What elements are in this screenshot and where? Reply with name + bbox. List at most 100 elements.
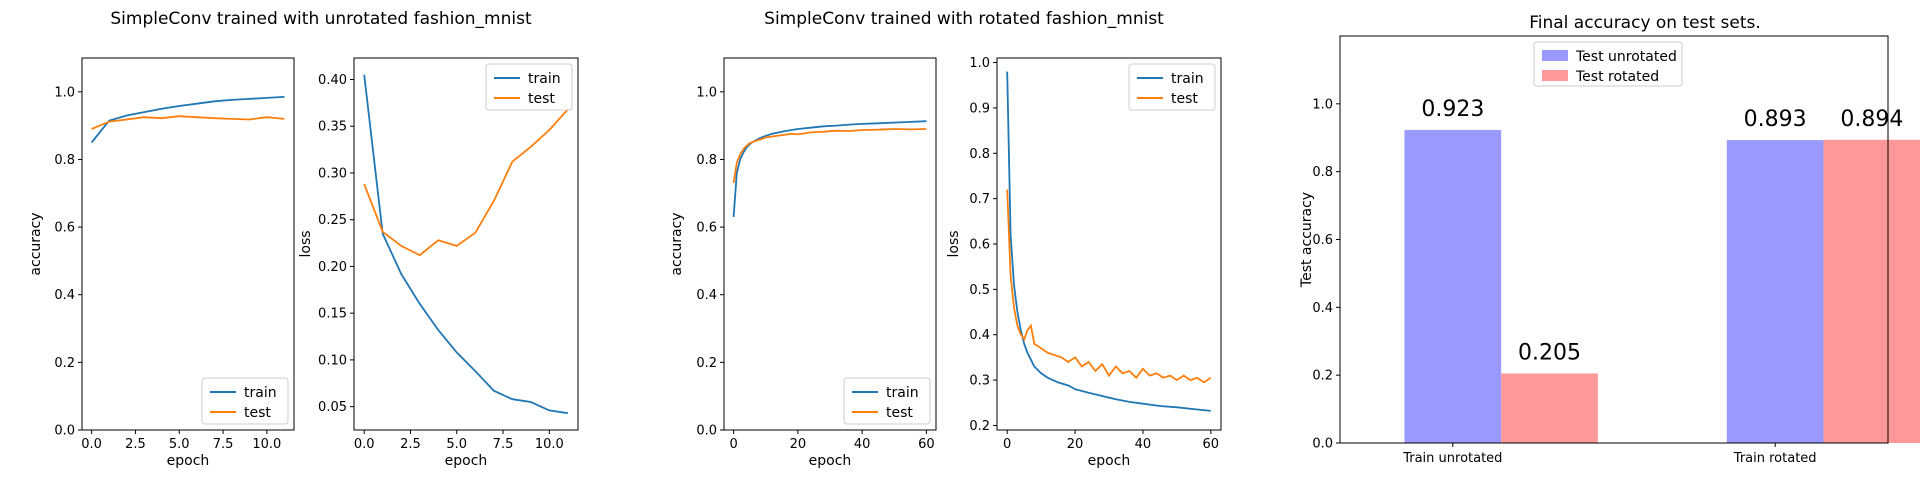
rot-loss-ylabel: loss (946, 230, 962, 257)
rot-loss-legend-label-train: train (1171, 71, 1204, 87)
unrot-acc-chart: 0.0 2.5 5.0 7.5 10.0 0.0 0.2 0.4 0.6 0.8 1.0 epoch a… (28, 57, 295, 469)
unrot-loss-ytick-label: 0.40 (318, 73, 347, 88)
unrot-loss-ylabel: loss (298, 230, 314, 257)
final-acc-ytick-label: 0.4 (1312, 301, 1333, 316)
rot-acc-ytick-label: 1.0 (696, 85, 717, 100)
final-acc-ytick-label: 0.8 (1312, 165, 1333, 180)
final-acc-value-label: 0.923 (1421, 97, 1484, 122)
final-acc-legend: Test unrotated Test rotated (1533, 41, 1683, 87)
unrot-loss-ytick-label: 0.30 (318, 166, 347, 181)
unrot-acc-series-train (90, 96, 285, 144)
rot-loss-legend: train test (1128, 63, 1216, 111)
unrot-acc-xtick-label: 7.5 (213, 437, 234, 452)
final-acc-legend-label-0: Test unrotated (1575, 49, 1677, 65)
final-acc-value-label: 0.894 (1840, 107, 1903, 132)
unrot-acc-ytick-label: 0.2 (54, 356, 75, 371)
rot-loss-ytick-label: 0.3 (969, 374, 990, 389)
unrot-loss-ytick-label: 0.15 (318, 307, 347, 322)
rot-loss-ytick-label: 0.9 (969, 101, 990, 116)
unrot-acc-ylabel: accuracy (28, 212, 44, 275)
unrot-loss-xtick-label: 10.0 (535, 437, 564, 452)
rot-acc-xlabel: epoch (809, 453, 852, 469)
rot-acc-legend-label-train: train (886, 385, 919, 401)
unrot-loss-ytick-label: 0.35 (318, 120, 347, 135)
right-figure-title: Final accuracy on test sets. (1529, 13, 1761, 33)
rot-acc-xtick-label: 0 (729, 437, 737, 452)
final-acc-bar-test-rotated-0 (1501, 373, 1598, 443)
rot-loss-chart: 0 20 40 60 0.2 0.3 0.4 0.5 0.6 0.7 0.8 0.9 1.0 epoch l… (946, 56, 1222, 469)
final-acc-bar-test-rotated-1 (1823, 139, 1920, 443)
rot-loss-xtick-label: 20 (1067, 437, 1084, 452)
rot-loss-series-train (1006, 71, 1211, 412)
rot-acc-ytick-label: 0.4 (696, 288, 717, 303)
rot-loss-xtick-label: 60 (1203, 437, 1220, 452)
final-acc-ytick-label: 0.2 (1312, 369, 1333, 384)
unrot-acc-xtick-label: 2.5 (125, 437, 146, 452)
final-acc-category-label: Train rotated (1733, 451, 1817, 466)
final-acc-legend-box (1533, 41, 1683, 87)
unrot-acc-ytick-label: 0.8 (54, 153, 75, 168)
rot-loss-ytick-label: 0.7 (969, 192, 990, 207)
rot-acc-series-train (732, 120, 927, 217)
rot-acc-ytick-label: 0.0 (696, 424, 717, 439)
unrot-loss-ytick-label: 0.20 (318, 260, 347, 275)
unrot-acc-legend: train test (201, 377, 289, 425)
rot-loss-ytick-label: 0.5 (969, 283, 990, 298)
unrot-loss-xtick-label: 7.5 (493, 437, 514, 452)
rot-acc-ytick-label: 0.8 (696, 153, 717, 168)
final-acc-bar-test-unrotated-0 (1404, 129, 1502, 444)
final-acc-bar-test-unrotated-1 (1726, 140, 1824, 444)
unrot-acc-xtick-label: 5.0 (169, 437, 190, 452)
unrot-loss-ytick-label: 0.25 (318, 213, 347, 228)
unrot-loss-legend-label-test: test (528, 91, 555, 107)
unrot-loss-series-train (363, 74, 568, 415)
unrot-loss-legend: train test (485, 63, 573, 111)
unrot-acc-legend-label-train: train (244, 385, 277, 401)
final-acc-value-label: 0.893 (1744, 107, 1807, 132)
rot-acc-xtick-label: 40 (854, 437, 871, 452)
final-acc-ylabel: Test accuracy (1299, 192, 1315, 288)
unrot-loss-xlabel: epoch (445, 453, 488, 469)
rot-loss-series-test (1006, 189, 1212, 384)
unrot-acc-xlabel: epoch (167, 453, 210, 469)
unrot-loss-ytick-label: 0.05 (318, 400, 347, 415)
final-acc-legend-swatch-1 (1542, 70, 1568, 81)
final-acc-category-label: Train unrotated (1402, 451, 1502, 466)
unrot-loss-xtick-label: 5.0 (446, 437, 467, 452)
middle-figure-title: SimpleConv trained with rotated fashion_… (764, 9, 1164, 29)
unrot-loss-xtick-label: 0.0 (354, 437, 375, 452)
rot-loss-xtick-label: 40 (1135, 437, 1152, 452)
rot-acc-series-test (732, 128, 927, 184)
rot-acc-chart: 0 20 40 60 0.0 0.2 0.4 0.6 0.8 1.0 epoch accuracy tr… (669, 57, 937, 469)
left-figure-title: SimpleConv trained with unrotated fashio… (110, 9, 532, 29)
rot-acc-xtick-label: 20 (790, 437, 807, 452)
unrot-acc-ytick-label: 0.0 (54, 424, 75, 439)
rot-loss-xlabel: epoch (1088, 453, 1131, 469)
unrot-acc-legend-label-test: test (244, 405, 271, 421)
final-acc-ytick-label: 1.0 (1312, 97, 1333, 112)
final-acc-ytick-label: 0.0 (1312, 437, 1333, 452)
rot-acc-axes-frame (723, 57, 937, 431)
unrot-acc-axes-frame (81, 57, 295, 431)
final-acc-legend-label-1: Test rotated (1575, 69, 1659, 85)
final-acc-value-label: 0.205 (1518, 340, 1581, 365)
unrot-acc-series-test (91, 115, 285, 130)
rot-loss-xtick-label: 0 (1003, 437, 1011, 452)
unrot-loss-xtick-label: 2.5 (400, 437, 421, 452)
final-acc-legend-swatch-0 (1542, 50, 1568, 61)
unrot-loss-legend-label-train: train (528, 71, 561, 87)
rot-loss-ytick-label: 0.8 (969, 147, 990, 162)
unrot-loss-chart: 0.0 2.5 5.0 7.5 10.0 0.05 0.10 0.15 0.20 0.25 0.30… (298, 57, 579, 469)
rot-loss-ytick-label: 0.4 (969, 328, 990, 343)
rot-acc-ylabel: accuracy (669, 212, 685, 275)
unrot-loss-axes-frame (353, 57, 579, 431)
rot-loss-ytick-label: 1.0 (969, 56, 990, 71)
rot-acc-ytick-label: 0.6 (696, 221, 717, 236)
final-acc-chart: 0.923 0.893 0.205 0.894 0.0 0.2 0.4 0.6 0.8 1.0 Tr… (1299, 35, 1920, 466)
unrot-acc-xtick-label: 0.0 (81, 437, 102, 452)
rot-acc-ytick-label: 0.2 (696, 356, 717, 371)
unrot-acc-ytick-label: 0.4 (54, 288, 75, 303)
rot-loss-ytick-label: 0.2 (969, 419, 990, 434)
rot-loss-ytick-label: 0.6 (969, 238, 990, 253)
